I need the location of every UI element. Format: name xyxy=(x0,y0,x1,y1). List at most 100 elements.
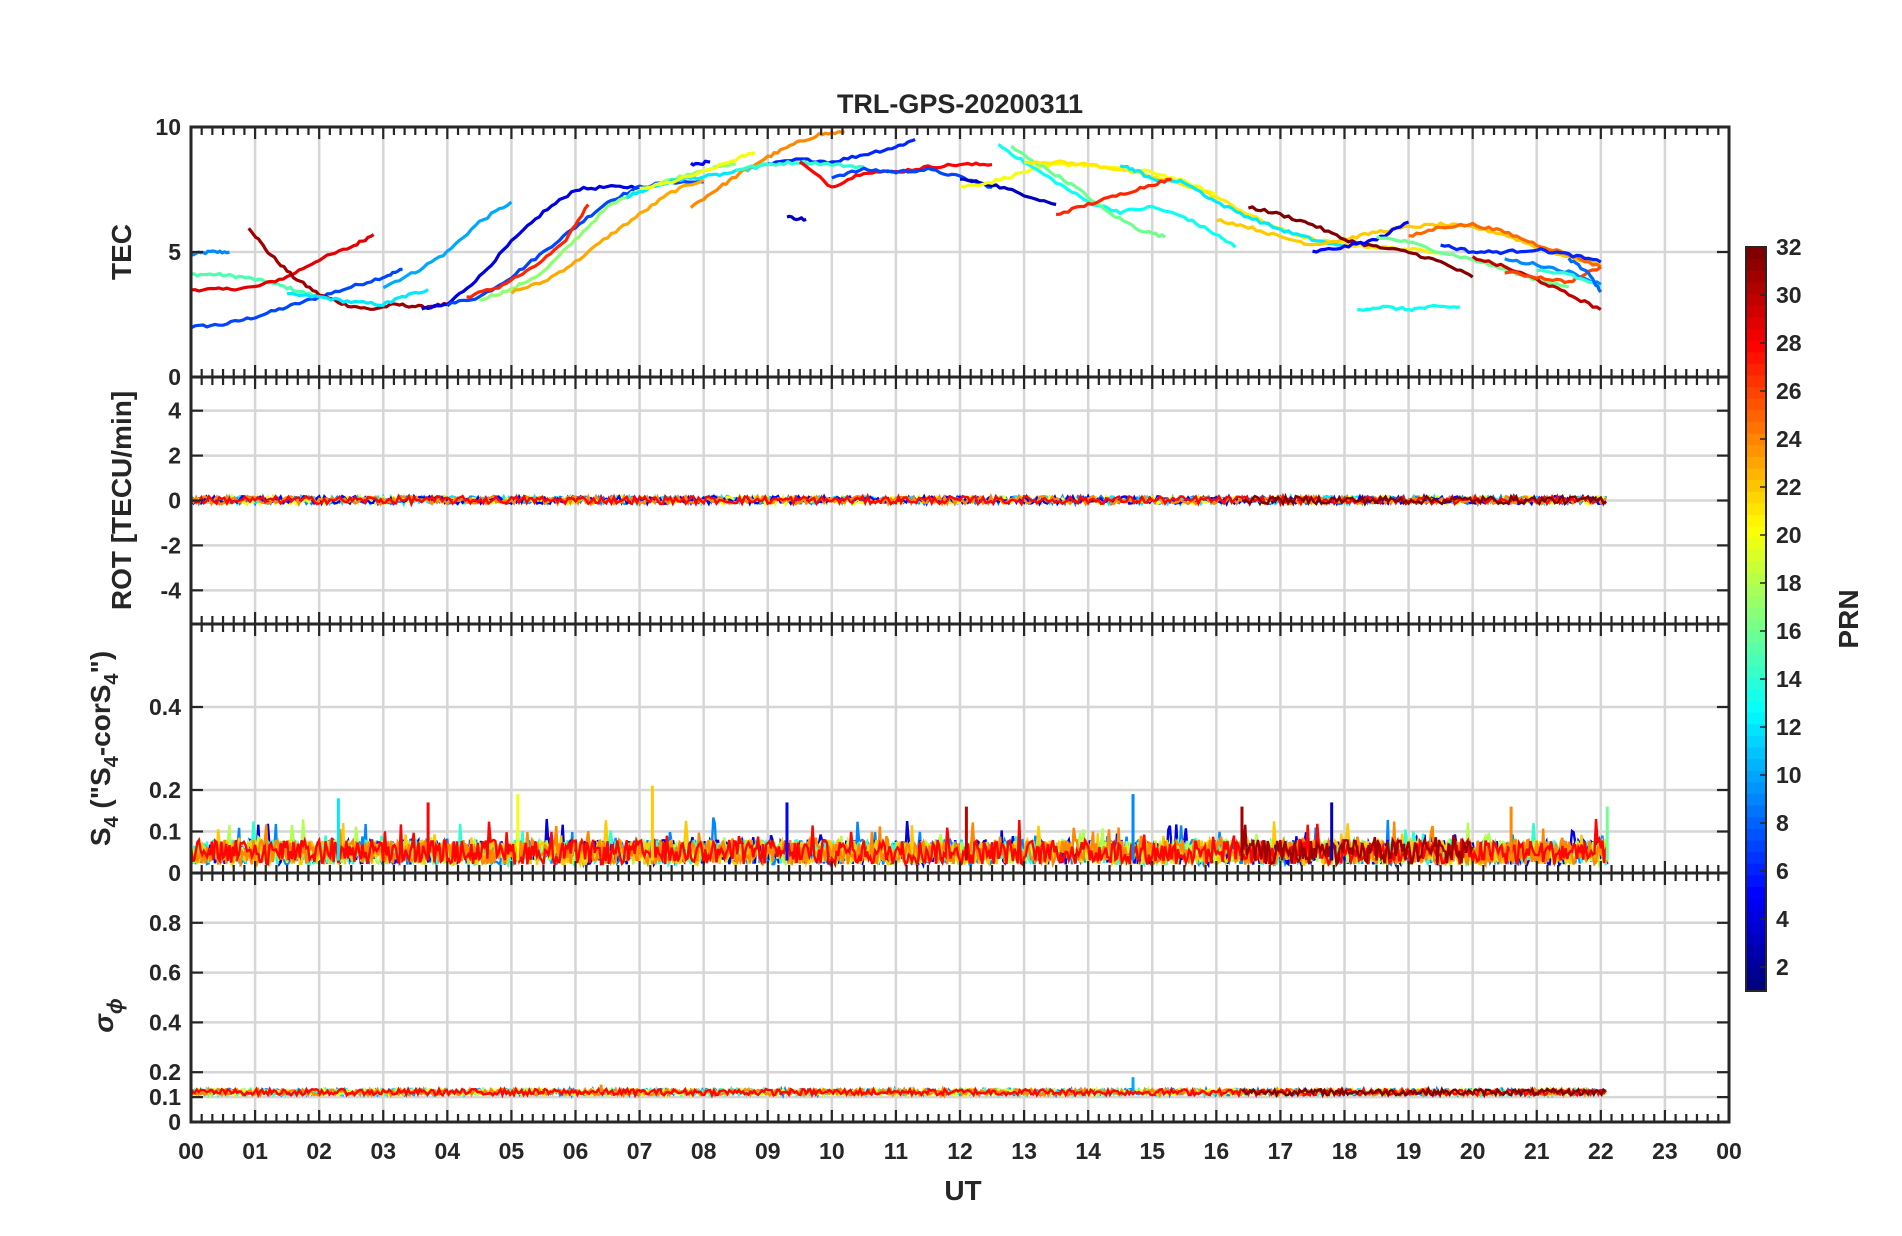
x-tick-label: 16 xyxy=(1204,1138,1230,1164)
x-tick-label: 09 xyxy=(755,1138,781,1164)
colorbar-band xyxy=(1746,898,1766,911)
x-tick-label: 10 xyxy=(819,1138,845,1164)
colorbar-tick-label: 12 xyxy=(1776,714,1802,740)
tec-series-prn-5 xyxy=(1312,220,1410,254)
colorbar-band xyxy=(1746,584,1766,597)
colorbar-band xyxy=(1746,712,1766,725)
y-axis-label: TEC xyxy=(106,224,137,280)
colorbar-band xyxy=(1746,700,1766,713)
colorbar-tick-label: 30 xyxy=(1776,282,1802,308)
colorbar-band xyxy=(1746,944,1766,957)
x-tick-label: 23 xyxy=(1652,1138,1678,1164)
colorbar-band xyxy=(1746,305,1766,318)
colorbar-band xyxy=(1746,851,1766,864)
colorbar-band xyxy=(1746,735,1766,748)
y-label-subscript: 4 xyxy=(101,815,123,827)
tec-series-prn-27 xyxy=(1055,177,1172,217)
x-axis-label: UT xyxy=(944,1175,981,1206)
colorbar-tick-label: 22 xyxy=(1776,474,1802,500)
x-tick-label: 05 xyxy=(499,1138,525,1164)
colorbar-band xyxy=(1746,479,1766,492)
colorbar-band xyxy=(1746,816,1766,829)
tec-series-prn-6 xyxy=(1440,243,1602,264)
x-tick-label: 11 xyxy=(884,1138,909,1164)
colorbar-tick-label: 6 xyxy=(1776,858,1789,884)
y-axis-label: σϕ xyxy=(88,998,127,1033)
colorbar-band xyxy=(1746,433,1766,446)
colorbar-tick-label: 16 xyxy=(1776,618,1802,644)
colorbar-band xyxy=(1746,863,1766,876)
x-tick-label: 13 xyxy=(1011,1138,1037,1164)
colorbar-band xyxy=(1746,502,1766,515)
rot-series-prn-28 xyxy=(190,492,1607,508)
panel-tec: 0 5 10 TEC xyxy=(106,114,1731,390)
x-tick-label: 21 xyxy=(1524,1138,1550,1164)
colorbar-band xyxy=(1746,537,1766,550)
y-tick-label: 0 xyxy=(168,1109,181,1135)
colorbar-band xyxy=(1746,456,1766,469)
x-tick-label: 00 xyxy=(178,1138,204,1164)
colorbar-tick-label: 20 xyxy=(1776,522,1802,548)
y-label-subscript: 4 xyxy=(101,673,123,685)
colorbar-band xyxy=(1746,398,1766,411)
y-label-symbol: σ xyxy=(88,1013,119,1033)
colorbar-band xyxy=(1746,619,1766,632)
sigma-series-prn-32 xyxy=(1241,1085,1607,1099)
tec-series-prn-12 xyxy=(286,288,430,307)
colorbar-band xyxy=(1746,828,1766,841)
tec-series-prn-3 xyxy=(786,214,807,222)
y-tick-label: 0.6 xyxy=(149,960,181,986)
tec-series-prn-22 xyxy=(1215,218,1601,267)
y-tick-label: 0.8 xyxy=(149,910,181,936)
tec-series-prn-17 xyxy=(479,162,736,302)
colorbar-band xyxy=(1746,688,1766,701)
colorbar-band xyxy=(1746,677,1766,690)
tec-series-prn-7 xyxy=(190,267,403,330)
colorbar-band xyxy=(1746,281,1766,295)
tec-series-prn-14 xyxy=(1536,268,1602,289)
x-tick-label: 06 xyxy=(563,1138,589,1164)
y-label-part: -corS xyxy=(85,685,116,757)
colorbar-band xyxy=(1746,770,1766,783)
y-tick-label: 4 xyxy=(168,398,181,424)
colorbar-band xyxy=(1746,839,1766,853)
colorbar-band xyxy=(1746,909,1766,922)
colorbar-tick-label: 10 xyxy=(1776,762,1802,788)
x-tick-label: 03 xyxy=(370,1138,396,1164)
x-tick-label: 12 xyxy=(947,1138,973,1164)
y-tick-label: 0.1 xyxy=(149,819,181,845)
colorbar-band xyxy=(1746,258,1766,271)
colorbar-band xyxy=(1746,409,1766,422)
tec-series-prn-24 xyxy=(689,130,845,209)
colorbar-band xyxy=(1746,793,1766,806)
rot-series-prn-32 xyxy=(1241,492,1607,507)
y-label-subscript: 4 xyxy=(101,755,123,767)
colorbar-band xyxy=(1746,642,1766,655)
colorbar-band xyxy=(1746,514,1766,527)
colorbar-band xyxy=(1746,421,1766,434)
tec-series-prn-31 xyxy=(247,227,448,311)
colorbar-band xyxy=(1746,316,1766,329)
colorbar-tick-label: 4 xyxy=(1776,906,1789,932)
colorbar-tick-label: 14 xyxy=(1776,666,1802,692)
series-group xyxy=(189,1077,1608,1100)
y-tick-label: 0.2 xyxy=(149,1059,181,1085)
y-tick-label: 0.4 xyxy=(149,694,181,720)
tec-series-prn-16 xyxy=(1010,144,1167,239)
y-tick-label: 10 xyxy=(155,114,181,140)
colorbar-band xyxy=(1746,746,1766,760)
y-tick-label: 0.1 xyxy=(149,1084,181,1110)
colorbar-band xyxy=(1746,653,1766,667)
y-tick-label: -2 xyxy=(161,532,181,558)
colorbar-band xyxy=(1746,444,1766,457)
colorbar-band xyxy=(1746,247,1766,260)
panel-sigma: 00.10.2 0.4 0.6 0.8 σϕ xyxy=(88,871,1731,1135)
tec-series-prn-29 xyxy=(190,233,375,293)
tec-series-prn-21 xyxy=(1024,159,1441,255)
tec-series-prn-8 xyxy=(1567,257,1603,293)
x-tick-label: 17 xyxy=(1268,1138,1294,1164)
colorbar-band xyxy=(1746,781,1766,794)
colorbar-band xyxy=(1746,560,1766,574)
colorbar-tick-label: 28 xyxy=(1776,330,1802,356)
